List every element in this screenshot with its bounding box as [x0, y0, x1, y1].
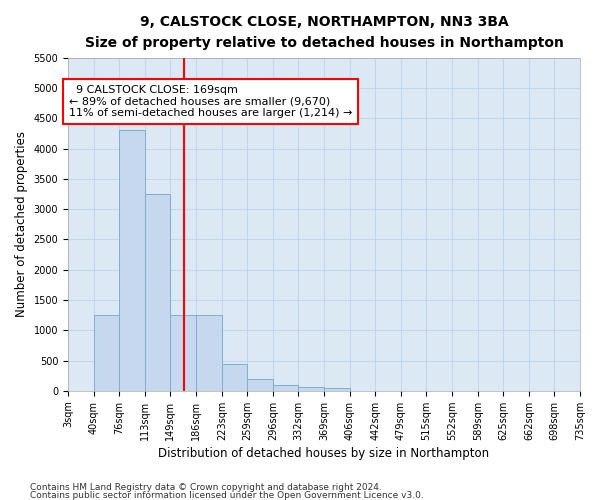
Bar	[145, 194, 170, 391]
Bar	[298, 387, 324, 391]
Text: Contains HM Land Registry data © Crown copyright and database right 2024.: Contains HM Land Registry data © Crown c…	[30, 484, 382, 492]
Bar	[324, 388, 350, 391]
Bar	[119, 130, 145, 391]
Y-axis label: Number of detached properties: Number of detached properties	[15, 132, 28, 318]
Bar	[94, 315, 119, 391]
Bar	[170, 315, 196, 391]
Title: 9, CALSTOCK CLOSE, NORTHAMPTON, NN3 3BA
Size of property relative to detached ho: 9, CALSTOCK CLOSE, NORTHAMPTON, NN3 3BA …	[85, 15, 563, 50]
Bar	[273, 385, 298, 391]
Bar	[222, 364, 247, 391]
X-axis label: Distribution of detached houses by size in Northampton: Distribution of detached houses by size …	[158, 447, 490, 460]
Bar	[247, 378, 273, 391]
Text: Contains public sector information licensed under the Open Government Licence v3: Contains public sector information licen…	[30, 490, 424, 500]
Text: 9 CALSTOCK CLOSE: 169sqm
← 89% of detached houses are smaller (9,670)
11% of sem: 9 CALSTOCK CLOSE: 169sqm ← 89% of detach…	[69, 85, 352, 118]
Bar	[196, 315, 222, 391]
